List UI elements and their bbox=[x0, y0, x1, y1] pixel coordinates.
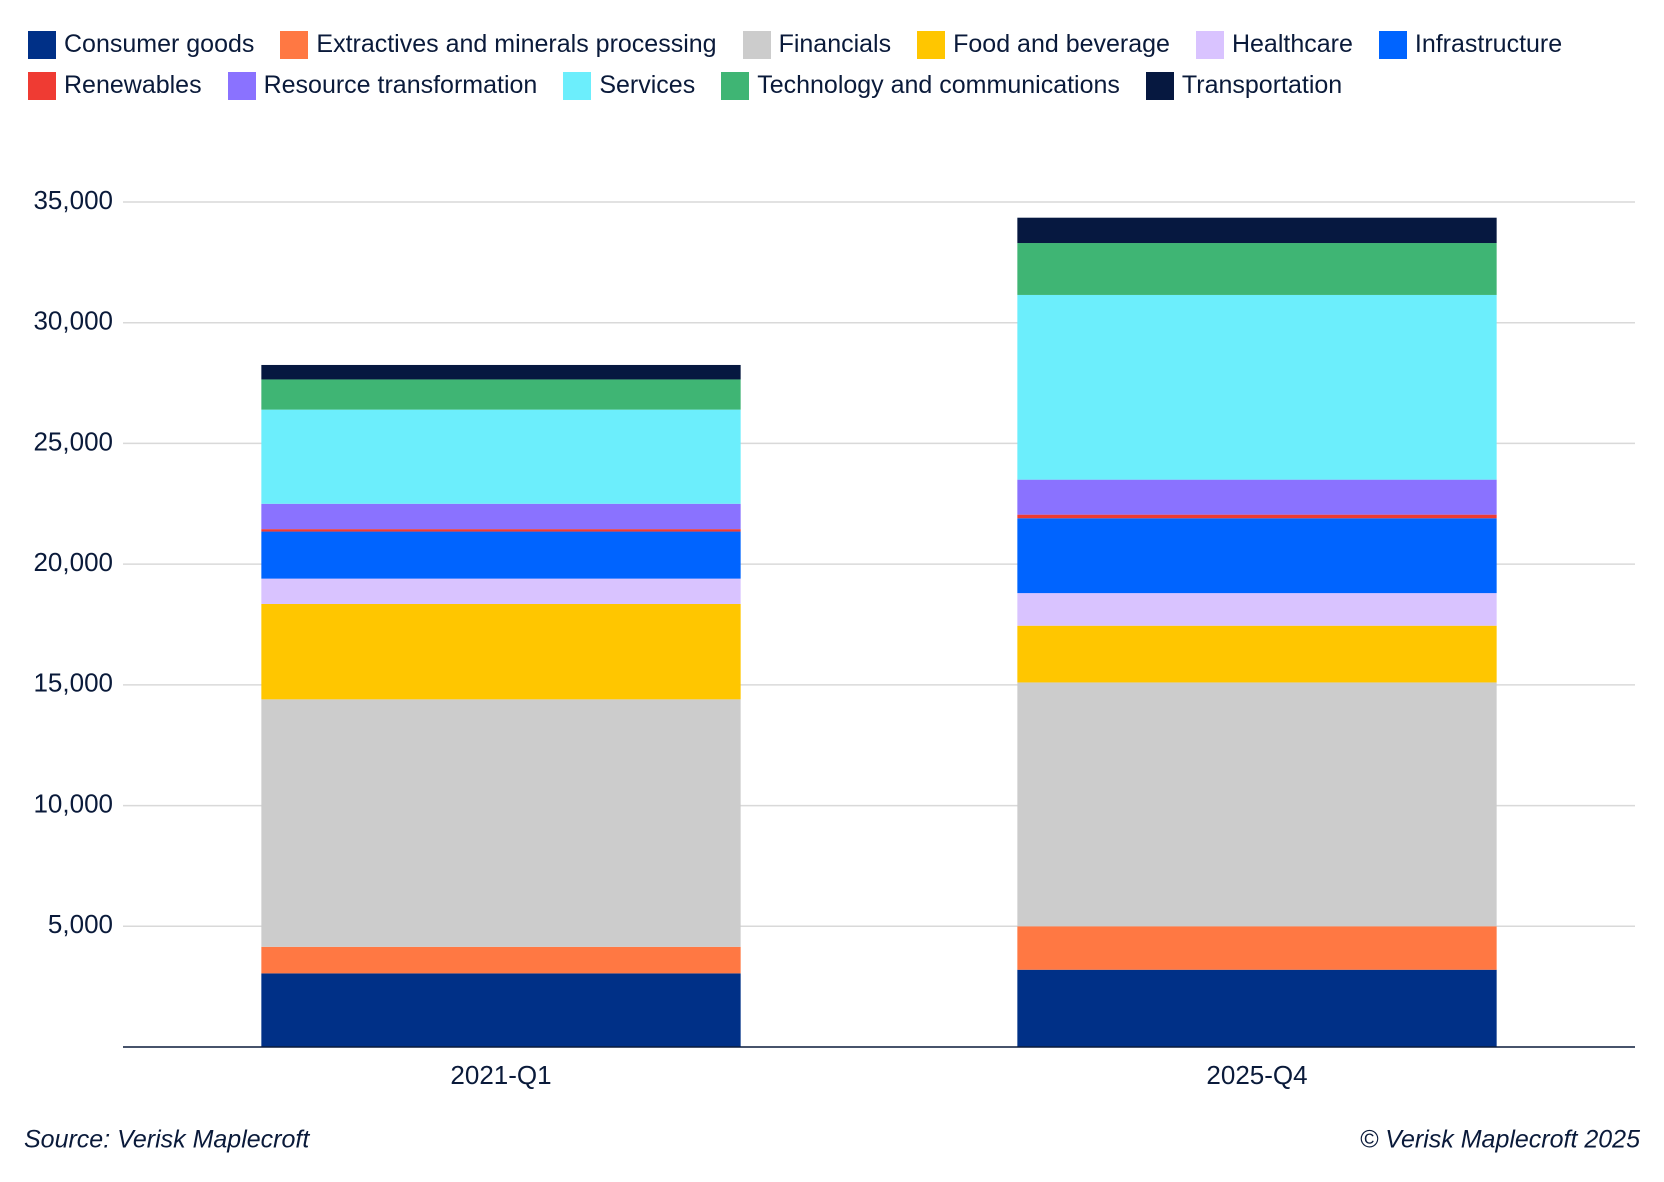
legend-label: Extractives and minerals processing bbox=[316, 30, 717, 58]
bar-segment bbox=[261, 946, 741, 974]
legend-swatch bbox=[1195, 30, 1224, 59]
legend-item: Resource transformation bbox=[227, 71, 538, 100]
legend-label: Resource transformation bbox=[263, 71, 538, 99]
legend-swatch bbox=[563, 71, 592, 100]
y-tick-label: 25,000 bbox=[33, 426, 113, 456]
legend-swatch bbox=[721, 71, 750, 100]
bar-segment bbox=[1017, 217, 1497, 244]
legend-item: Transportation bbox=[1145, 71, 1343, 100]
bar-segment bbox=[1017, 682, 1497, 927]
bar-segment bbox=[1017, 969, 1497, 1047]
legend-label: Infrastructure bbox=[1414, 30, 1563, 58]
legend-swatch bbox=[742, 30, 771, 59]
legend-swatch bbox=[280, 30, 309, 59]
bar-segment bbox=[1017, 479, 1497, 515]
bar-segment bbox=[261, 578, 741, 604]
bar-segment bbox=[1017, 926, 1497, 970]
legend-label: Transportation bbox=[1181, 71, 1343, 99]
bar-segment bbox=[261, 409, 741, 504]
legend-label: Consumer goods bbox=[64, 30, 255, 58]
y-tick-label: 10,000 bbox=[33, 788, 113, 818]
legend-item: Healthcare bbox=[1195, 30, 1353, 59]
bar-segment bbox=[1017, 625, 1497, 683]
bar-segment bbox=[261, 529, 741, 532]
legend-item: Technology and communications bbox=[721, 71, 1120, 100]
legend-label: Services bbox=[599, 71, 696, 99]
bar-segment bbox=[261, 503, 741, 530]
legend-label: Technology and communications bbox=[757, 71, 1120, 99]
bar-segment bbox=[1017, 514, 1497, 519]
legend: Consumer goods Extractives and minerals p… bbox=[28, 30, 1648, 100]
bar-segment bbox=[261, 699, 741, 947]
legend-swatch bbox=[28, 30, 56, 59]
source: Source: Verisk Maplecroft bbox=[24, 1126, 310, 1154]
legend-item: Infrastructure bbox=[1378, 30, 1563, 59]
bar-segment bbox=[261, 603, 741, 700]
legend-item: Consumer goods bbox=[28, 30, 254, 59]
legend-item: Extractives and minerals processing bbox=[280, 30, 717, 59]
legend-swatch bbox=[1378, 30, 1407, 59]
x-tick-label: 2025-Q4 bbox=[1206, 1060, 1307, 1090]
legend-item: Services bbox=[563, 71, 695, 100]
bar-segment bbox=[1017, 294, 1497, 480]
bar-segment bbox=[261, 973, 741, 1047]
bar-segment bbox=[1017, 518, 1497, 594]
bar-segment bbox=[261, 379, 741, 410]
legend-label: Financials bbox=[778, 30, 892, 58]
bar-segment bbox=[1017, 593, 1497, 626]
legend-swatch bbox=[28, 71, 56, 100]
y-tick-label: 35,000 bbox=[33, 185, 113, 215]
y-tick-label: 30,000 bbox=[33, 306, 113, 336]
legend-swatch bbox=[917, 30, 946, 59]
legend-swatch bbox=[227, 71, 256, 100]
legend-label: Healthcare bbox=[1231, 30, 1353, 58]
bars bbox=[261, 217, 1497, 1047]
copyright: © Verisk Maplecroft 2025 bbox=[1360, 1126, 1640, 1154]
bar-segment bbox=[261, 364, 741, 380]
bar-segment bbox=[261, 531, 741, 579]
legend-item: Food and beverage bbox=[917, 30, 1170, 59]
legend-label: Food and beverage bbox=[953, 30, 1170, 58]
bar-segment bbox=[1017, 243, 1497, 295]
legend-item: Renewables bbox=[28, 71, 202, 100]
x-tick-label: 2021-Q1 bbox=[450, 1060, 551, 1090]
legend-swatch bbox=[1145, 71, 1174, 100]
y-tick-label: 5,000 bbox=[48, 909, 113, 939]
legend-label: Renewables bbox=[64, 71, 202, 99]
legend-item: Financials bbox=[742, 30, 892, 59]
y-tick-label: 15,000 bbox=[33, 668, 113, 698]
y-tick-label: 20,000 bbox=[33, 547, 113, 577]
